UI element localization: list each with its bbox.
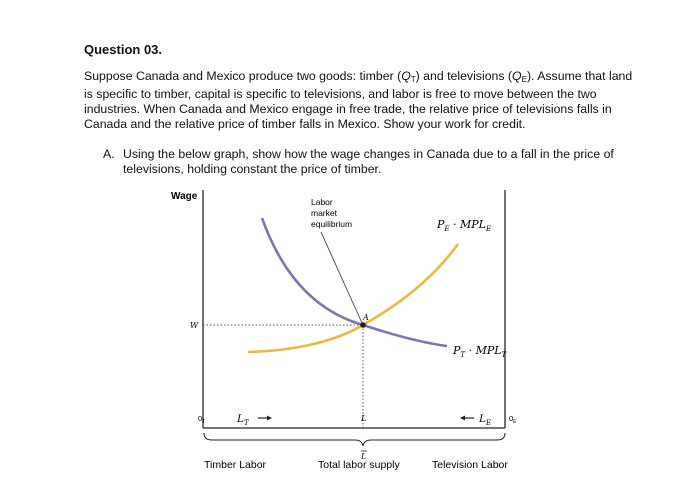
wage-label: W	[190, 321, 199, 330]
label-television-labor: Television Labor	[432, 459, 508, 471]
qt-symbol: Q	[401, 69, 411, 83]
arrow-le-head	[460, 415, 465, 421]
point-a-label: A	[362, 313, 369, 322]
annotation-pointer	[320, 231, 363, 324]
arrow-lt-head	[267, 415, 272, 421]
label-l: L	[360, 414, 367, 424]
body-part-3: ). Assume that land is specific to timbe…	[84, 69, 633, 131]
equilibrium-point	[360, 322, 366, 328]
qt-subscript: T	[410, 75, 416, 84]
label-pt-mplt: PT · MPLT	[452, 344, 508, 359]
annotation-line-1: Labor	[311, 197, 333, 207]
body-part-2: ) and televisions (	[415, 69, 513, 83]
question-title: Question 03.	[84, 42, 163, 57]
origin-right: 0E	[509, 414, 517, 425]
brace-left	[203, 432, 506, 447]
label-lbar: L	[360, 452, 366, 461]
annotation-line-3: equilibrium	[311, 219, 352, 229]
question-body: Suppose Canada and Mexico produce two go…	[84, 69, 634, 132]
annotation-line-2: market	[311, 208, 338, 218]
origin-left: 0T	[198, 414, 205, 425]
body-part-1: Suppose Canada and Mexico produce two go…	[84, 69, 402, 83]
label-timber-labor: Timber Labor	[204, 459, 267, 471]
part-a-text: Using the below graph, show how the wage…	[123, 147, 614, 176]
label-total-labor: Total labor supply	[318, 459, 400, 471]
y-axis-label: Wage	[171, 191, 198, 202]
qe-symbol: Q	[512, 69, 522, 83]
label-pe-mple: PE · MPLE	[436, 218, 491, 233]
label-le: LE	[478, 413, 491, 427]
part-a-letter: A.	[103, 147, 115, 161]
curve-pe-mple	[247, 243, 460, 354]
label-lt: LT	[236, 413, 250, 427]
qe-subscript: E	[521, 75, 527, 84]
curve-pt-mplt	[260, 217, 448, 348]
